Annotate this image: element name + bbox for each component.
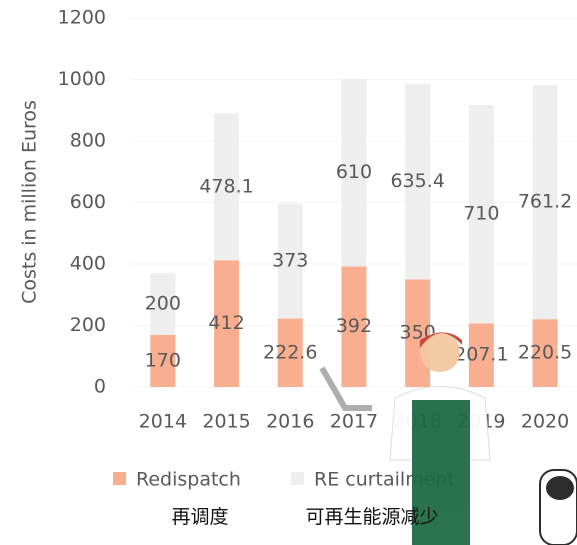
data-label: 478.1: [199, 175, 253, 197]
bar-segment: [405, 279, 431, 387]
data-label: 220.5: [518, 342, 572, 364]
y-tick-label: 600: [70, 191, 106, 213]
data-label: 170: [145, 349, 181, 371]
data-label: 610: [336, 161, 372, 183]
bar-segment: [214, 113, 240, 261]
data-label: 373: [272, 250, 308, 272]
annotation: 再调度: [171, 506, 228, 528]
data-label: 392: [336, 315, 372, 337]
data-label: 710: [463, 203, 499, 225]
bar-segment: [468, 323, 494, 387]
legend-swatch: [291, 472, 304, 485]
y-tick-label: 1200: [58, 7, 106, 29]
y-tick-label: 1000: [58, 68, 106, 90]
bar-segment: [341, 78, 367, 267]
bar-segment: [532, 319, 558, 387]
bar-segment: [341, 266, 367, 387]
data-label: 222.6: [263, 341, 317, 363]
data-label: 207.1: [454, 344, 508, 366]
data-label: 635.4: [390, 170, 444, 192]
bar-segment: [532, 85, 558, 320]
illustration: [319, 332, 577, 545]
annotation: 可再生能源减少: [305, 506, 438, 528]
x-tick-label: 2014: [139, 411, 187, 433]
plot: 0 200 400 600 800 1000 1200 2014 170 200 2015 412 47…: [58, 7, 577, 491]
hair: [420, 332, 462, 348]
x-tick-label: 2015: [202, 411, 250, 433]
x-tick-label: 2017: [330, 411, 378, 433]
sheep-head: [546, 476, 574, 500]
data-label: 200: [145, 292, 181, 314]
overalls: [412, 400, 470, 545]
y-tick-label: 800: [70, 130, 106, 152]
data-label: 412: [208, 312, 244, 334]
y-axis-title: Costs in million Euros: [19, 100, 41, 304]
y-tick-label: 200: [70, 314, 106, 336]
bar-segment: [405, 83, 431, 280]
bar-segment: [214, 260, 240, 387]
x-tick-label: 2016: [266, 411, 314, 433]
bar-segment: [150, 334, 176, 387]
head: [420, 332, 460, 372]
tool: [319, 366, 372, 411]
bar-segment: [150, 273, 176, 335]
y-tick-label: 0: [94, 376, 106, 398]
bar-segment: [468, 104, 494, 324]
data-label: 761.2: [518, 191, 572, 213]
x-tick-label: 2020: [521, 411, 569, 433]
legend-swatch: [113, 472, 126, 485]
bar-segment: [277, 318, 303, 387]
y-tick-label: 400: [70, 253, 106, 275]
bar-segment: [277, 203, 303, 319]
legend-label: Redispatch: [136, 469, 241, 491]
